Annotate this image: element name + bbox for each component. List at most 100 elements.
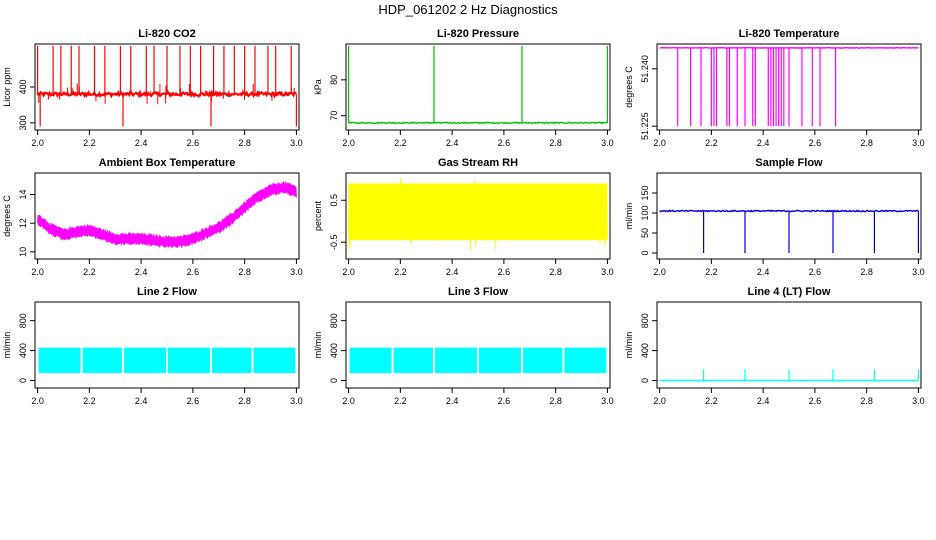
x-tick-label: 2.2 [394,138,407,148]
x-tick-label: 2.2 [83,138,96,148]
y-tick-label: 800 [329,313,339,328]
x-tick-label: 2.4 [446,138,459,148]
y-axis-label: kPa [313,79,323,95]
data-layer [349,347,607,374]
x-tick-label: 2.6 [809,396,822,406]
y-tick-label: 0 [18,378,28,383]
x-tick-label: 2.8 [549,267,562,277]
x-tick-label: 2.0 [31,267,44,277]
x-tick-label: 2.8 [238,138,251,148]
x-tick-label: 2.4 [135,396,148,406]
x-tick-label: 2.0 [653,396,666,406]
data-layer [347,45,609,125]
x-tick-label: 2.8 [860,138,873,148]
y-tick-label: 14 [18,189,28,199]
x-tick-label: 2.6 [809,267,822,277]
y-axis-label: degrees C [624,66,634,108]
chart-title: Line 4 (LT) Flow [748,286,831,298]
x-tick-label: 3.0 [912,138,925,148]
chart-title: Line 3 Flow [448,286,508,298]
x-tick-label: 2.6 [498,138,511,148]
y-tick-label: 800 [640,313,650,328]
x-tick-label: 2.0 [653,267,666,277]
chart-panel-3: Li-820 Temperature degrees C 2.0 2.2 2.4 2.6 2… [624,28,925,148]
x-tick-label: 2.4 [757,267,770,277]
chart-panel-4: Ambient Box Temperature degrees C 2.0 2.2 2.… [2,157,303,277]
y-tick-label: 400 [18,343,28,358]
data-layer [38,347,296,374]
y-tick-label: 51.240 [640,55,650,83]
x-tick-label: 2.8 [860,396,873,406]
x-tick-label: 2.4 [757,138,770,148]
x-tick-label: 2.4 [757,396,770,406]
x-tick-label: 2.4 [135,267,148,277]
x-tick-label: 2.6 [809,138,822,148]
y-tick-label: 400 [329,343,339,358]
series-line [348,178,608,251]
chart-panel-9: Line 4 (LT) Flow ml/min 2.0 2.2 2.4 2.6 2.8 3.0… [624,286,925,406]
y-tick-label: 800 [18,313,28,328]
x-tick-label: 2.0 [342,138,355,148]
x-tick-label: 2.0 [653,138,666,148]
data-layer [36,45,298,127]
x-tick-label: 2.2 [705,396,718,406]
chart-panel-8: Line 3 Flow ml/min 2.0 2.2 2.4 2.6 2.8 3.0 0 400 8… [313,286,614,406]
chart-panel-6: Sample Flow ml/min 2.0 2.2 2.4 2.6 2.8 3.0 0 50 10… [624,157,925,277]
x-tick-label: 2.8 [238,396,251,406]
x-tick-label: 3.0 [290,396,303,406]
plot-frame [345,301,611,389]
series-block [212,347,252,374]
x-tick-label: 3.0 [290,267,303,277]
series-block [349,347,392,374]
series-block [82,347,122,374]
x-tick-label: 2.0 [31,138,44,148]
data-layer [659,46,919,127]
x-tick-label: 2.6 [498,267,511,277]
x-tick-label: 2.6 [187,396,200,406]
y-tick-label: 150 [640,185,650,200]
x-tick-label: 3.0 [912,396,925,406]
y-axis-label: Licor ppm [2,67,12,107]
x-tick-label: 2.8 [238,267,251,277]
chart-title: Sample Flow [755,157,823,169]
data-layer [659,369,920,382]
series-block [253,347,296,374]
x-tick-label: 2.8 [549,138,562,148]
plot-frame [34,301,300,389]
series-block [523,347,563,374]
chart-title: Li-820 Temperature [739,28,840,40]
x-tick-label: 2.4 [446,396,459,406]
plot-frame [656,172,922,260]
x-tick-label: 2.8 [860,267,873,277]
x-tick-label: 2.4 [446,267,459,277]
x-tick-label: 3.0 [601,138,614,148]
y-tick-label: 300 [18,115,28,130]
plot-frame [345,43,611,131]
chart-title: Gas Stream RH [438,157,518,169]
data-layer [659,209,920,253]
x-tick-label: 2.0 [31,396,44,406]
x-tick-label: 2.2 [394,267,407,277]
x-tick-label: 2.0 [342,267,355,277]
y-axis-label: ml/min [2,332,12,359]
plot-frame [656,301,922,389]
chart-title: Li-820 Pressure [437,28,519,40]
y-tick-label: -0.5 [329,234,339,250]
x-tick-label: 3.0 [601,267,614,277]
series-block [393,347,433,374]
chart-panel-7: Line 2 Flow ml/min 2.0 2.2 2.4 2.6 2.8 3.0 0 400 8… [2,286,303,406]
chart-panel-2: Li-820 Pressure kPa 2.0 2.2 2.4 2.6 2.8 3.0 70 80 [313,28,614,148]
y-tick-label: 12 [18,218,28,228]
x-tick-label: 3.0 [601,396,614,406]
series-block [168,347,210,374]
y-tick-label: 0 [640,250,650,255]
x-tick-label: 2.4 [135,138,148,148]
plot-frame [656,43,922,131]
y-tick-label: 10 [18,247,28,257]
x-tick-label: 3.0 [290,138,303,148]
series-block [124,347,166,374]
y-tick-label: 51.225 [640,112,650,140]
y-tick-label: 400 [18,79,28,94]
figure-title: HDP_061202 2 Hz Diagnostics [378,2,558,17]
